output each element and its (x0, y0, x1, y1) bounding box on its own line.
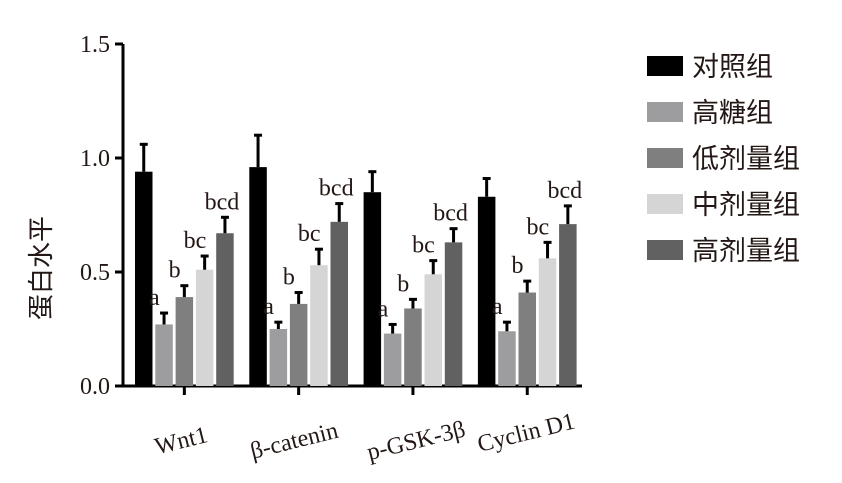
x-category-label: Wnt1 (152, 422, 210, 460)
significance-label: a (263, 294, 274, 320)
significance-label: bcd (548, 178, 583, 204)
x-category-label: p-GSK-3β (365, 416, 469, 465)
bar (498, 331, 516, 386)
legend-swatch (647, 102, 683, 122)
bar (330, 221, 348, 386)
bar (175, 297, 194, 386)
y-axis-title: 蛋白水平 (27, 216, 57, 320)
significance-label: a (492, 294, 503, 320)
legend-swatch (647, 148, 683, 168)
significance-label: bcd (433, 201, 468, 227)
significance-label: b (169, 258, 181, 284)
legend-swatch (647, 240, 683, 260)
significance-label: bcd (205, 189, 240, 215)
y-tick-label: 0.0 (80, 374, 110, 400)
legend-label: 对照组 (692, 52, 773, 83)
legend-label: 高糖组 (692, 98, 773, 129)
bar (404, 308, 422, 386)
bar (155, 324, 173, 386)
x-category-label: β-catenin (248, 418, 341, 465)
bar (363, 192, 382, 386)
significance-label: b (397, 271, 409, 297)
significance-label: a (149, 285, 160, 311)
bar (383, 333, 402, 386)
bar (216, 233, 234, 386)
bar (424, 274, 442, 386)
significance-label: bc (526, 214, 549, 240)
bar (195, 269, 214, 386)
legend-swatch (647, 194, 683, 214)
bar (477, 196, 496, 386)
bar (269, 329, 288, 386)
x-category-label: Cyclin D1 (475, 409, 578, 458)
bar (444, 242, 463, 386)
significance-label: a (378, 296, 389, 322)
y-tick-label: 1.5 (80, 32, 110, 58)
legend-label: 高剂量组 (692, 236, 800, 267)
bar (518, 292, 536, 386)
y-tick-label: 1.0 (80, 146, 110, 172)
legend-label: 低剂量组 (692, 144, 800, 175)
bar (559, 224, 577, 386)
significance-label: bcd (319, 176, 354, 202)
significance-label: b (512, 253, 524, 279)
y-tick-label: 0.5 (80, 260, 110, 286)
bar (249, 167, 267, 386)
bar (289, 303, 308, 386)
significance-label: bc (298, 221, 321, 247)
bar (538, 258, 557, 386)
significance-label: bc (412, 233, 435, 259)
legend-label: 中剂量组 (692, 190, 800, 221)
significance-label: bc (184, 228, 207, 254)
significance-label: b (283, 265, 295, 291)
legend-swatch (647, 56, 683, 76)
bar (310, 265, 328, 386)
axes: 0.0 0.5 1.0 1.5 蛋白水平 Wnt1 β-catenin p-GSK-3β Cyc… (27, 32, 582, 466)
bar (135, 171, 153, 386)
